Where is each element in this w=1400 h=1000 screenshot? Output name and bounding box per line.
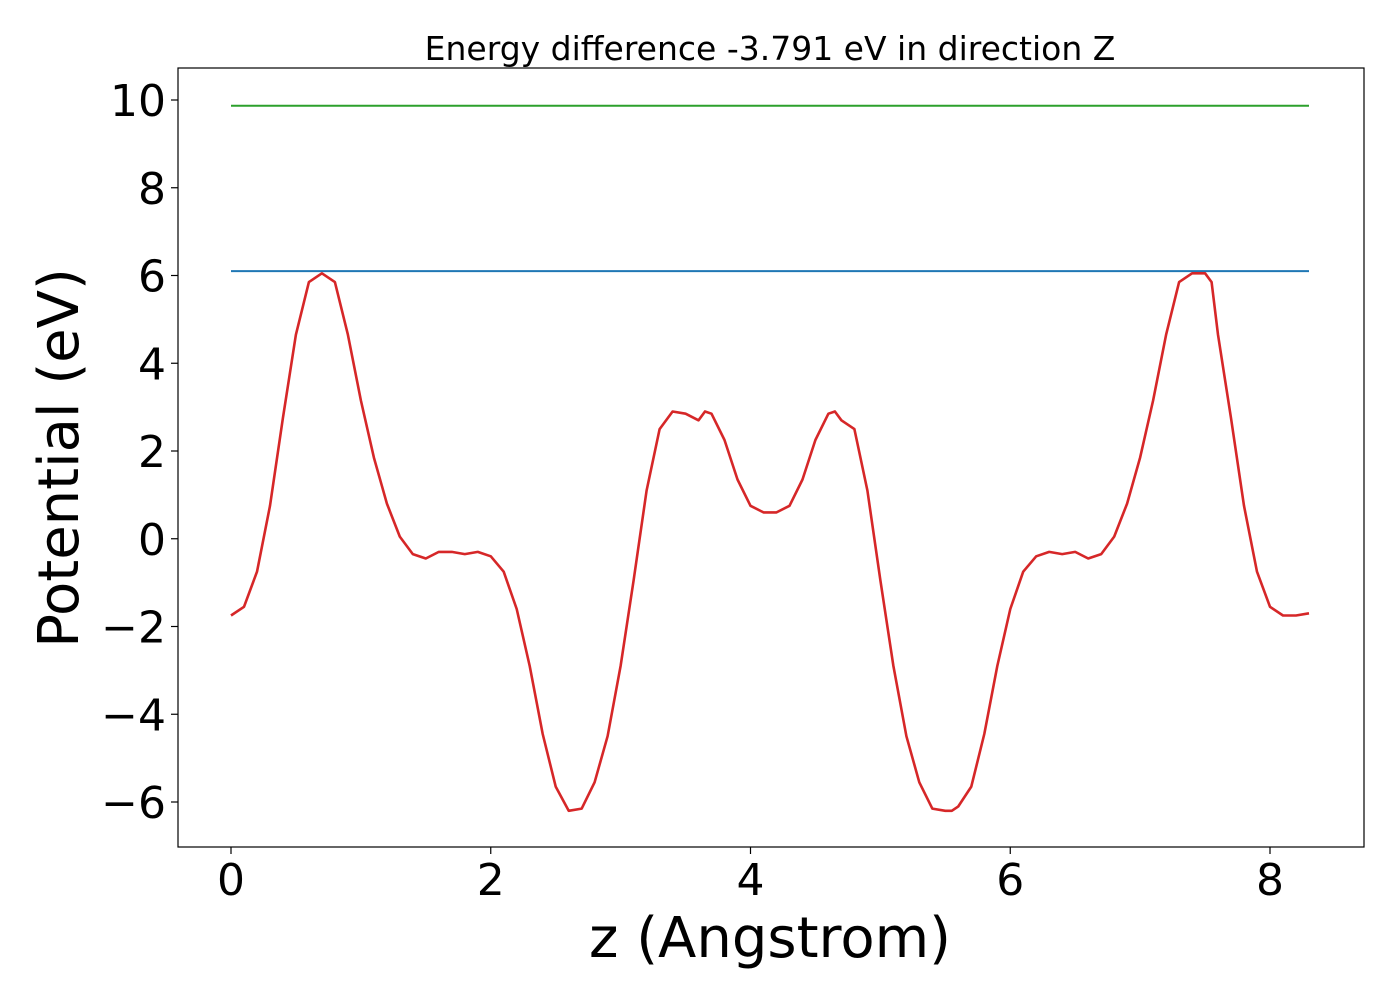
y-tick-label: −6 <box>101 778 166 829</box>
y-tick-label: 2 <box>138 427 166 478</box>
series-line-3 <box>230 271 1310 813</box>
y-tick-label: 10 <box>110 76 166 127</box>
plot-frame <box>177 67 1365 848</box>
y-tick-label: 4 <box>138 339 166 390</box>
x-tick-label: 2 <box>477 855 505 906</box>
y-tick-label: 8 <box>138 164 166 215</box>
x-tick-label: 0 <box>217 855 245 906</box>
series-layer <box>230 104 1310 813</box>
y-axis-ticks: 10 8 6 4 2 0 −2 −4 −6 <box>101 76 178 829</box>
y-tick-label: −2 <box>101 603 166 654</box>
x-tick-label: 4 <box>737 855 765 906</box>
x-axis-ticks: 0 2 4 6 8 <box>217 847 1284 906</box>
y-tick-label: −4 <box>101 690 166 741</box>
y-tick-label: 6 <box>138 252 166 303</box>
x-axis-title: z (Angstrom) <box>589 906 951 971</box>
x-tick-label: 8 <box>1256 855 1284 906</box>
x-tick-label: 6 <box>996 855 1024 906</box>
y-axis-title: Potential (eV) <box>27 268 92 648</box>
y-tick-label: 0 <box>138 515 166 566</box>
chart-title: Energy difference -3.791 eV in direction… <box>425 29 1116 68</box>
